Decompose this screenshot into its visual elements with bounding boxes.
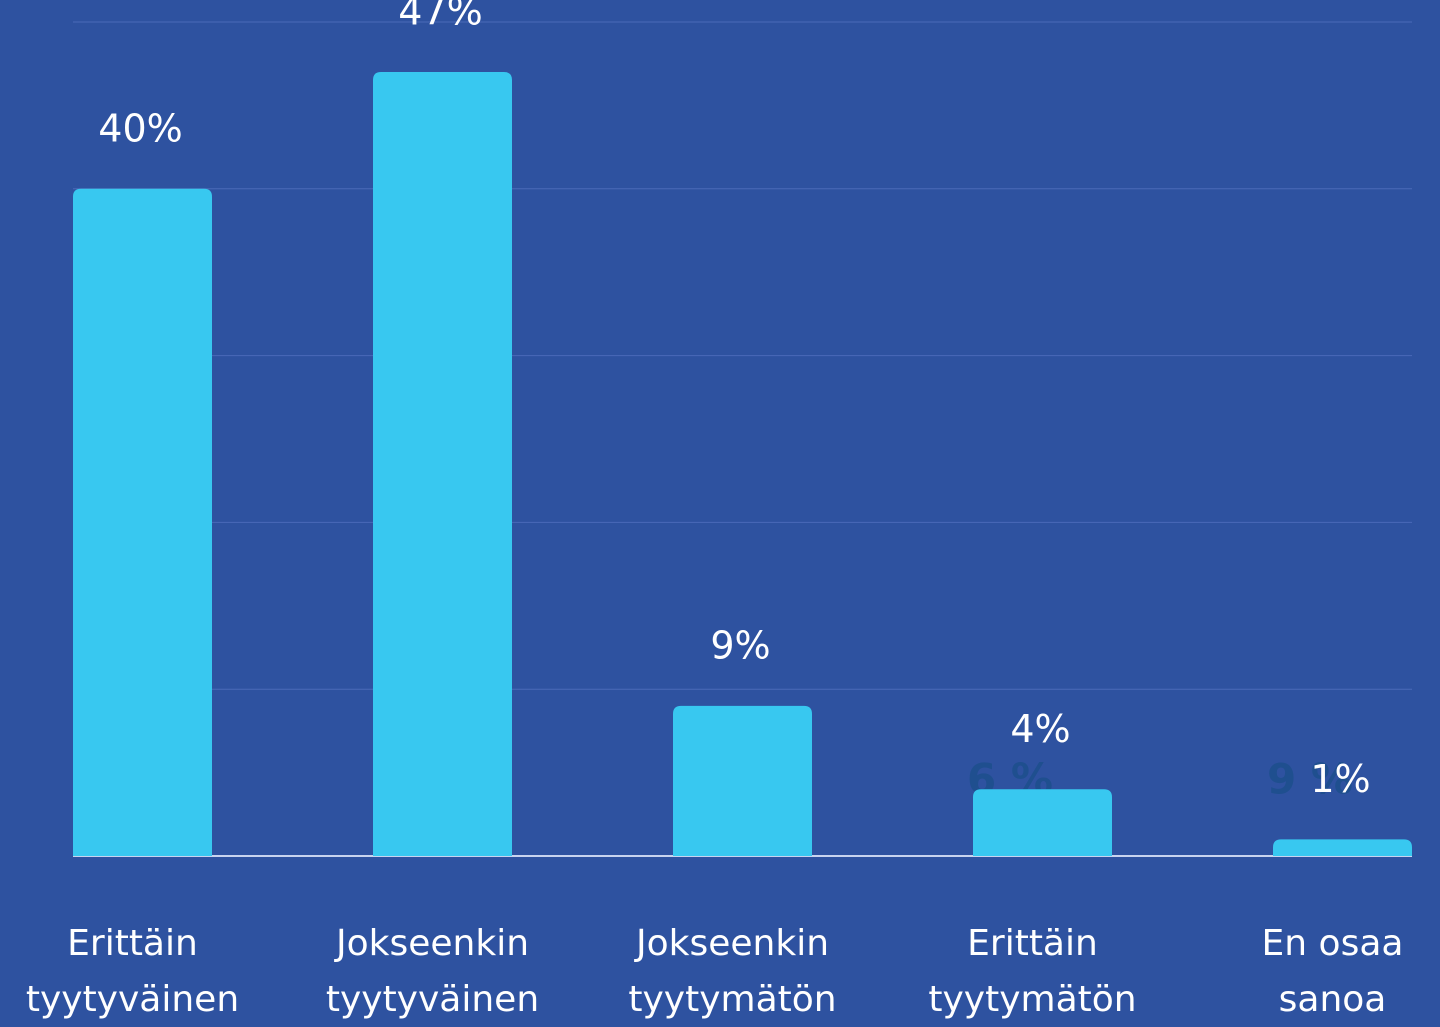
x-tick-label: Jokseenkin [634,923,829,964]
x-tick-label: Erittäin [67,923,198,964]
bar [673,705,812,856]
x-tick-label: Erittäin [967,923,1098,964]
x-tick-label: tyytymätön [628,979,836,1020]
bar [1273,839,1412,856]
value-label: 1% [1310,757,1370,801]
x-tick-label: sanoa [1279,979,1387,1020]
x-tick-label: Jokseenkin [334,923,529,964]
bar [73,188,212,857]
value-label: 9% [710,623,770,667]
x-tick-label: tyytymätön [928,979,1136,1020]
value-label: 40% [98,106,182,150]
x-tick-label: tyytyväinen [26,979,239,1020]
x-tick-label: En osaa [1262,923,1404,964]
bar [373,72,512,857]
x-tick-label: tyytyväinen [326,979,539,1020]
value-label: 47% [398,0,482,34]
annotation: 9 % [1267,755,1353,804]
value-label: 4% [1010,707,1070,751]
bar [973,789,1112,856]
